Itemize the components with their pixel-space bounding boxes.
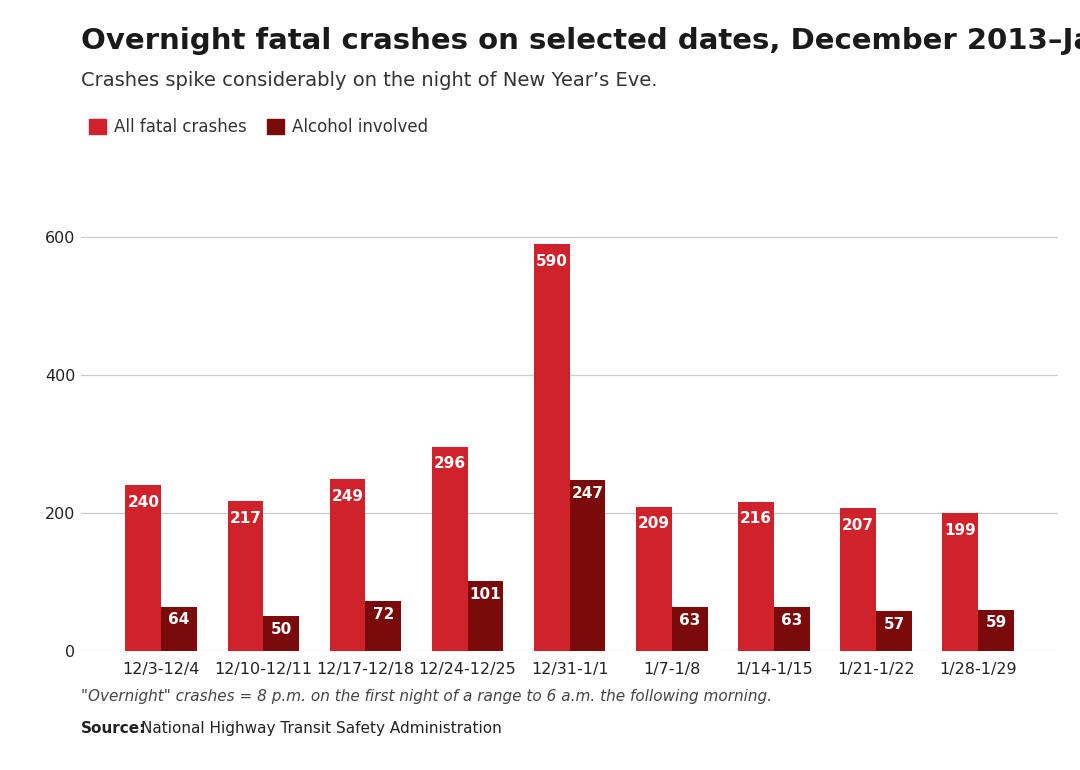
Bar <box>468 581 503 651</box>
Text: 199: 199 <box>945 523 976 538</box>
Text: 207: 207 <box>842 517 874 533</box>
Text: National Highway Transit Safety Administration: National Highway Transit Safety Administ… <box>141 721 502 736</box>
Text: 217: 217 <box>229 511 261 526</box>
Bar <box>264 616 299 651</box>
Text: 247: 247 <box>571 486 604 501</box>
Legend: All fatal crashes, Alcohol involved: All fatal crashes, Alcohol involved <box>90 119 428 136</box>
Text: Crashes spike considerably on the night of New Year’s Eve.: Crashes spike considerably on the night … <box>81 71 658 90</box>
Text: 590: 590 <box>536 253 568 269</box>
Bar <box>636 507 672 651</box>
Text: Source:: Source: <box>81 721 147 736</box>
Bar <box>534 244 570 651</box>
Bar <box>840 508 876 651</box>
Bar <box>365 601 401 651</box>
Bar <box>943 514 978 651</box>
Text: Overnight fatal crashes on selected dates, December 2013–January 2021: Overnight fatal crashes on selected date… <box>81 27 1080 55</box>
Bar <box>228 501 264 651</box>
Text: 216: 216 <box>740 511 772 527</box>
Bar <box>739 502 774 651</box>
Text: 249: 249 <box>332 489 364 504</box>
Text: 50: 50 <box>271 621 292 637</box>
Text: 59: 59 <box>985 615 1007 631</box>
Text: 63: 63 <box>679 613 701 628</box>
Text: 240: 240 <box>127 495 160 510</box>
Bar <box>570 480 606 651</box>
Text: 57: 57 <box>883 617 905 632</box>
Bar <box>774 608 810 651</box>
Bar <box>876 611 912 651</box>
Bar <box>978 610 1014 651</box>
Bar <box>432 447 468 651</box>
Text: 72: 72 <box>373 607 394 621</box>
Text: 296: 296 <box>434 457 465 471</box>
Text: 209: 209 <box>638 516 670 531</box>
Bar <box>125 485 161 651</box>
Text: 101: 101 <box>470 587 501 601</box>
Text: 64: 64 <box>168 612 190 627</box>
Bar <box>672 608 707 651</box>
Text: "Overnight" crashes = 8 p.m. on the first night of a range to 6 a.m. the followi: "Overnight" crashes = 8 p.m. on the firs… <box>81 689 772 704</box>
Text: 63: 63 <box>781 613 802 628</box>
Bar <box>161 607 197 651</box>
Bar <box>329 479 365 651</box>
